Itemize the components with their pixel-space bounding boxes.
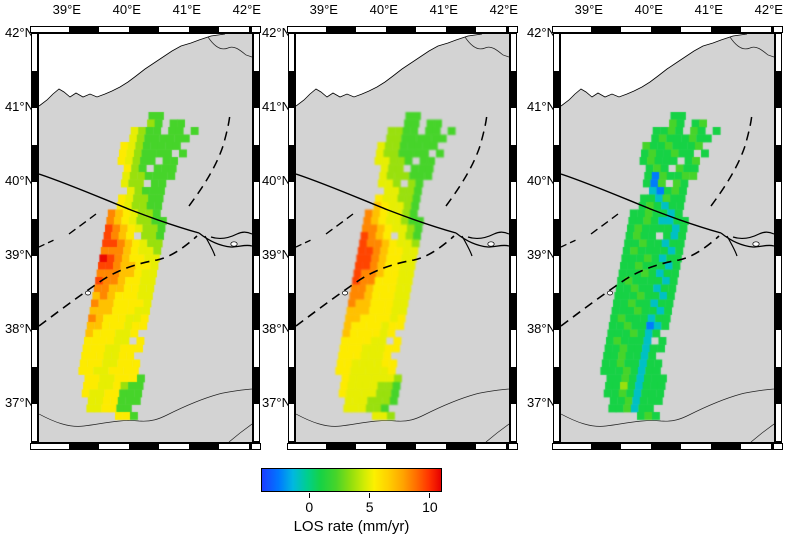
longitude-tick-label: 40°E bbox=[634, 2, 663, 17]
latitude-tick-label: 41°N bbox=[526, 99, 556, 114]
map-frame-right bbox=[775, 33, 782, 443]
colorbar-gradient bbox=[261, 468, 442, 492]
longitude-tick-label: 39°E bbox=[309, 2, 338, 17]
colorbar-tick-label: 5 bbox=[365, 499, 374, 515]
map-frame-bottom bbox=[287, 443, 518, 450]
map-area bbox=[30, 26, 261, 450]
fault-lines-layer bbox=[296, 113, 509, 327]
colorbar-title: LOS rate (mm/yr) bbox=[293, 518, 410, 535]
map-frame-right bbox=[510, 33, 517, 443]
latitude-tick-label: 37°N bbox=[261, 395, 291, 410]
latitude-tick-label: 39°N bbox=[526, 247, 556, 262]
latitude-tick-label: 37°N bbox=[526, 395, 556, 410]
map-frame-bottom bbox=[552, 443, 783, 450]
colorbar-tick bbox=[308, 493, 310, 498]
latitude-tick-label: 38°N bbox=[4, 321, 34, 336]
colorbar-tick bbox=[369, 493, 371, 498]
los-map-panel-2: 39°E 40°E 41°E 42°E 42°N 41°N 40°N 39°N 38°N 37°N bbox=[257, 0, 518, 462]
latitude-tick-label: 39°N bbox=[261, 247, 291, 262]
fault-lines-layer bbox=[561, 113, 774, 327]
los-map-panel-1: 39°E 40°E 41°E 42°E 42°N 41°N 40°N 39°N 38°N 37°N bbox=[0, 0, 261, 462]
los-map-panel-3: 39°E 40°E 41°E 42°E 42°N 41°N 40°N 39°N 38°N 37°N bbox=[522, 0, 783, 462]
map-frame-bottom bbox=[30, 443, 261, 450]
latitude-tick-label: 41°N bbox=[261, 99, 291, 114]
map-frame-left bbox=[553, 33, 560, 443]
map-frame-left bbox=[288, 33, 295, 443]
map-area bbox=[552, 26, 783, 450]
longitude-tick-label: 39°E bbox=[574, 2, 603, 17]
longitude-tick-label: 42°E bbox=[489, 2, 518, 17]
latitude-tick-label: 40°N bbox=[4, 173, 34, 188]
colorbar: 0 5 10 LOS rate (mm/yr) bbox=[261, 468, 442, 548]
latitude-tick-label: 42°N bbox=[261, 25, 291, 40]
latitude-tick-label: 39°N bbox=[4, 247, 34, 262]
map-area bbox=[287, 26, 518, 450]
latitude-tick-label: 42°N bbox=[4, 25, 34, 40]
longitude-tick-label: 40°E bbox=[112, 2, 141, 17]
fault-lines-layer bbox=[39, 113, 252, 327]
colorbar-tick bbox=[429, 493, 431, 498]
colorbar-tick-label: 0 bbox=[305, 499, 314, 515]
longitude-tick-label: 39°E bbox=[52, 2, 81, 17]
latitude-tick-label: 37°N bbox=[4, 395, 34, 410]
longitude-tick-label: 41°E bbox=[429, 2, 458, 17]
colorbar-tick-label: 10 bbox=[422, 499, 438, 515]
map-frame-top bbox=[30, 26, 261, 33]
latitude-tick-label: 40°N bbox=[261, 173, 291, 188]
latitude-tick-label: 38°N bbox=[261, 321, 291, 336]
longitude-tick-label: 40°E bbox=[369, 2, 398, 17]
map-frame-left bbox=[31, 33, 38, 443]
longitude-tick-label: 41°E bbox=[172, 2, 201, 17]
map-frame-right bbox=[253, 33, 260, 443]
longitude-tick-label: 42°E bbox=[232, 2, 261, 17]
longitude-tick-label: 42°E bbox=[754, 2, 783, 17]
longitude-tick-label: 41°E bbox=[694, 2, 723, 17]
map-frame-top bbox=[552, 26, 783, 33]
latitude-tick-label: 40°N bbox=[526, 173, 556, 188]
latitude-tick-label: 38°N bbox=[526, 321, 556, 336]
latitude-tick-label: 41°N bbox=[4, 99, 34, 114]
latitude-tick-label: 42°N bbox=[526, 25, 556, 40]
map-frame-top bbox=[287, 26, 518, 33]
